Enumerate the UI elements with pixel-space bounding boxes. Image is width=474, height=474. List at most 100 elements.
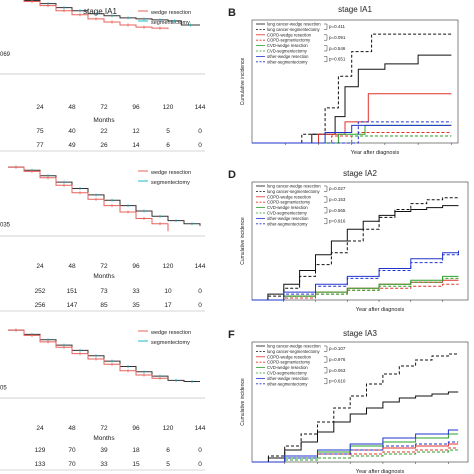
p-value-label: p=0.976: [329, 357, 346, 362]
legend-label-wedge: wedge resection: [150, 10, 191, 16]
legend-label: other-wedge resection: [267, 216, 309, 221]
km-curve-seg: [8, 329, 168, 379]
axis-tick-label: 24: [36, 263, 44, 270]
legend-label: CVD-wedge resection: [267, 43, 308, 48]
y-axis-label: Cumulative incidence: [240, 58, 246, 106]
legend-label-wedge: wedge resection: [150, 170, 191, 176]
legend-bracket: [324, 218, 328, 225]
axis-tick-label: 120: [163, 104, 174, 111]
axis-tick-label: 48: [68, 425, 76, 432]
legend-label: lung cancer-wedge resection: [267, 22, 321, 27]
axis-tick-label: 96: [132, 104, 140, 111]
p-value-label: p=0.411: [329, 24, 346, 29]
legend-bracket: [324, 378, 328, 385]
legend-bracket: [324, 45, 328, 52]
ci-title: stage IA1: [338, 5, 372, 14]
legend-label: lung cancer-segmentectomy: [267, 27, 321, 32]
x-axis-label: Year after diagnosis: [356, 469, 405, 474]
legend-bracket: [324, 207, 328, 214]
risk-table-cell: 147: [67, 302, 78, 309]
risk-table-cell: 6: [166, 447, 170, 454]
legend-label: other-segmentectomy: [267, 381, 308, 386]
legend-label-seg: segmentectomy: [151, 180, 190, 186]
risk-table-cell: 26: [100, 142, 108, 149]
ci-curve-lung-cancer-wedge-resection: [252, 391, 459, 463]
legend-label-seg: segmentectomy: [151, 340, 190, 346]
axis-tick-label: 48: [68, 263, 76, 270]
plot-frame: [251, 181, 469, 301]
km-curve-seg: [8, 166, 169, 232]
p-value-label: p=0.091: [329, 35, 346, 40]
x-axis-label: Months: [93, 435, 115, 442]
legend-label: CVD-wedge resection: [267, 205, 308, 210]
ci-curve-copd-wedge-resection: [252, 443, 459, 463]
p-value-label: p=0.027: [329, 186, 346, 191]
axis-tick-label: 144: [195, 425, 206, 432]
risk-table-cell: 15: [132, 461, 140, 468]
risk-table-cell: 22: [100, 128, 108, 135]
p-value-label: p=0.546: [329, 46, 346, 51]
axis-tick-label: 48: [68, 104, 76, 111]
legend-label: other-wedge resection: [267, 54, 309, 59]
legend-bracket: [324, 356, 328, 363]
legend-label: other-segmentectomy: [267, 221, 308, 226]
ci-title: stage IA3: [343, 329, 377, 338]
risk-table-cell: 0: [198, 447, 202, 454]
p-value-label: p=0.565: [329, 208, 346, 213]
legend-label: lung cancer-segmentectomy: [267, 349, 321, 354]
axis-tick-label: 96: [132, 425, 140, 432]
ci-curve-copd-wedge-resection: [252, 279, 459, 301]
ci-curve-cvd-wedge-resection: [252, 275, 459, 301]
ci-curve-lung-cancer-segmentectomy: [252, 353, 459, 463]
ci-curve-lung-cancer-segmentectomy: [252, 197, 459, 301]
axis-tick-label: 24: [36, 104, 44, 111]
ci-curve-copd-segmentectomy: [252, 283, 459, 301]
y-axis-label: Cumulative incidence: [240, 378, 246, 426]
ci-curve-other-segmentectomy: [252, 250, 459, 301]
risk-table-cell: 5: [166, 128, 170, 135]
p-value-label: p=0.063: [329, 368, 346, 373]
legend-bracket: [324, 185, 328, 192]
risk-table-cell: 0: [198, 288, 202, 295]
legend-label: lung cancer-wedge resection: [267, 344, 321, 349]
risk-table-cell: 151: [67, 288, 78, 295]
risk-table-cell: 0: [198, 142, 202, 149]
legend-label: lung cancer-segmentectomy: [267, 189, 321, 194]
ci-curve-other-segmentectomy: [252, 121, 452, 144]
plot-frame: [251, 341, 469, 463]
risk-table-cell: 33: [100, 461, 108, 468]
y-axis-label: Cumulative incidence: [240, 217, 246, 265]
axis-tick-label: 72: [100, 104, 108, 111]
risk-table-cell: 133: [35, 461, 46, 468]
legend-label: other-wedge resection: [267, 376, 309, 381]
risk-table-cell: 70: [68, 461, 76, 468]
risk-table-cell: 40: [68, 128, 76, 135]
ci-curve-cvd-segmentectomy: [252, 277, 459, 301]
x-axis-label: Year after diagnosis: [351, 150, 400, 156]
legend-label: lung cancer-wedge resection: [267, 184, 321, 189]
ci-curve-other-wedge-resection: [252, 429, 459, 463]
risk-table-cell: 73: [100, 288, 108, 295]
legend-label: COPD-wedge resection: [267, 194, 312, 199]
p-value-fragment: 035: [0, 223, 11, 229]
p-value-fragment: 069: [0, 52, 11, 58]
p-value-label: p=0.610: [329, 379, 346, 384]
risk-table-cell: 256: [35, 302, 46, 309]
p-value-label: p=0.916: [329, 219, 346, 224]
risk-table-cell: 12: [132, 128, 140, 135]
legend-label-wedge: wedge resection: [150, 330, 191, 336]
legend-label: COPD-segmentectomy: [267, 200, 311, 205]
risk-table-cell: 17: [164, 302, 172, 309]
legend-label: CVD-segmentectomy: [267, 371, 308, 376]
km-curve-seg: [23, 0, 169, 30]
axis-tick-label: 120: [163, 425, 174, 432]
panel-letter: D: [228, 169, 236, 181]
risk-table-cell: 14: [132, 142, 140, 149]
panel-letter: F: [228, 329, 235, 341]
axis-tick-label: 96: [132, 263, 140, 270]
legend-bracket: [324, 56, 328, 63]
ci-curve-lung-cancer-wedge-resection: [252, 205, 459, 301]
axis-tick-label: 72: [100, 425, 108, 432]
risk-table-cell: 77: [36, 142, 44, 149]
risk-table-cell: 0: [198, 128, 202, 135]
